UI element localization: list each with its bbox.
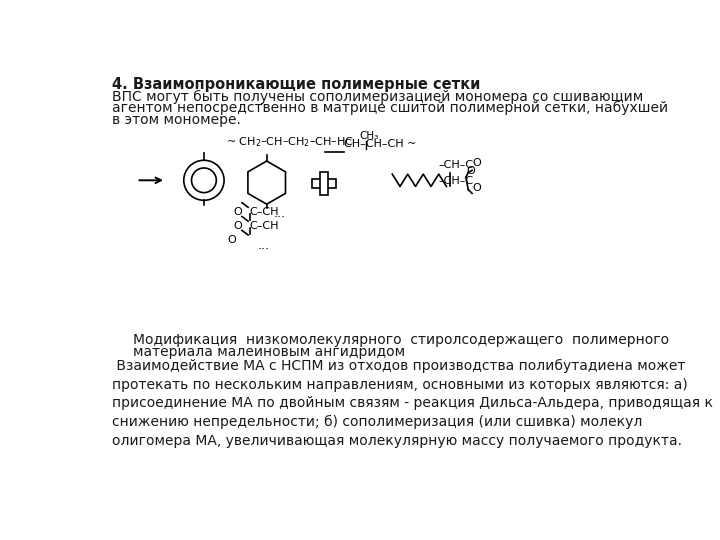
Text: O: O: [233, 221, 242, 231]
Text: 4. Взаимопроникающие полимерные сетки: 4. Взаимопроникающие полимерные сетки: [112, 77, 480, 92]
Text: –CH–C: –CH–C: [438, 159, 474, 170]
Text: в этом мономере.: в этом мономере.: [112, 113, 240, 127]
Text: Модификация  низкомолекулярного  стиролсодержащего  полимерного: Модификация низкомолекулярного стиролсод…: [132, 333, 669, 347]
Text: агентом непосредственно в матрице сшитой полимерной сетки, набухшей: агентом непосредственно в матрице сшитой…: [112, 102, 668, 116]
Text: ...: ...: [274, 207, 286, 220]
Text: O: O: [233, 207, 242, 217]
Text: –CH–C: –CH–C: [438, 177, 474, 186]
Bar: [312, 179, 336, 187]
Text: ВПС могут быть получены сополимеризацией мономера со сшивающим: ВПС могут быть получены сополимеризацией…: [112, 90, 643, 104]
Text: O: O: [227, 235, 235, 245]
Bar: [320, 172, 328, 195]
Text: CH₃: CH₃: [360, 131, 379, 141]
Text: O: O: [473, 158, 482, 168]
Text: ~ CH$_2$–CH–CH$_2$–CH–HC: ~ CH$_2$–CH–CH$_2$–CH–HC: [225, 135, 354, 148]
Text: C–CH: C–CH: [249, 221, 279, 231]
Text: ...: ...: [258, 239, 269, 252]
Text: O: O: [473, 183, 482, 193]
Text: O: O: [467, 166, 475, 177]
Text: CH–CH–CH ~: CH–CH–CH ~: [344, 139, 417, 148]
Text: материала малеиновым ангидридом: материала малеиновым ангидридом: [132, 345, 405, 359]
Text: C–CH: C–CH: [249, 207, 279, 217]
Text: Взаимодействие МА с НСПМ из отходов производства полибутадиена может
протекать п: Взаимодействие МА с НСПМ из отходов прои…: [112, 359, 713, 448]
